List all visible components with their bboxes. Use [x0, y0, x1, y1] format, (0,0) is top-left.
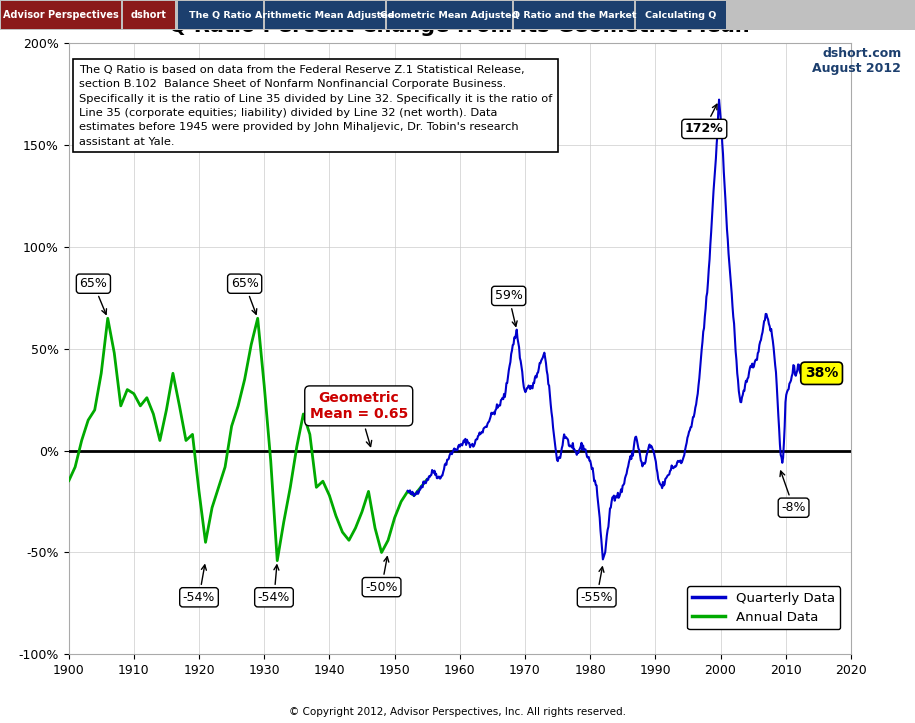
Bar	[387, 1, 512, 29]
Title: Q Ratio Percent Change from Its Geometric Mean: Q Ratio Percent Change from Its Geometri…	[169, 17, 750, 36]
Text: 172%: 172%	[685, 104, 724, 135]
Text: Geometric Mean Adjusted: Geometric Mean Adjusted	[381, 11, 519, 20]
Text: -8%: -8%	[780, 471, 806, 514]
Text: 65%: 65%	[231, 277, 259, 315]
Text: Geometric
Mean = 0.65: Geometric Mean = 0.65	[309, 390, 408, 447]
Text: The Q Ratio is based on data from the Federal Reserve Z.1 Statistical Release,
s: The Q Ratio is based on data from the Fe…	[79, 65, 552, 147]
Bar	[178, 1, 263, 29]
Text: 38%: 38%	[805, 367, 838, 380]
Bar	[123, 1, 175, 29]
Bar	[636, 1, 726, 29]
Text: The Q Ratio: The Q Ratio	[189, 11, 252, 20]
Bar	[265, 1, 385, 29]
Text: Arithmetic Mean Adjusted: Arithmetic Mean Adjusted	[255, 11, 394, 20]
Bar	[1, 1, 121, 29]
Text: Calculating Q: Calculating Q	[645, 11, 716, 20]
Text: Q Ratio and the Market: Q Ratio and the Market	[511, 11, 636, 20]
Text: © Copyright 2012, Advisor Perspectives, Inc. All rights reserved.: © Copyright 2012, Advisor Perspectives, …	[289, 707, 626, 717]
Text: dshort.com
August 2012: dshort.com August 2012	[813, 47, 901, 75]
Text: -50%: -50%	[365, 557, 398, 594]
Text: -54%: -54%	[183, 565, 215, 604]
Text: 59%: 59%	[495, 289, 522, 326]
Text: dshort: dshort	[131, 10, 167, 20]
Text: 65%: 65%	[80, 277, 107, 315]
Bar	[514, 1, 634, 29]
Text: -55%: -55%	[580, 567, 613, 604]
Legend: Quarterly Data, Annual Data: Quarterly Data, Annual Data	[687, 586, 841, 630]
Text: Advisor Perspectives: Advisor Perspectives	[3, 10, 119, 20]
Text: -54%: -54%	[258, 565, 290, 604]
